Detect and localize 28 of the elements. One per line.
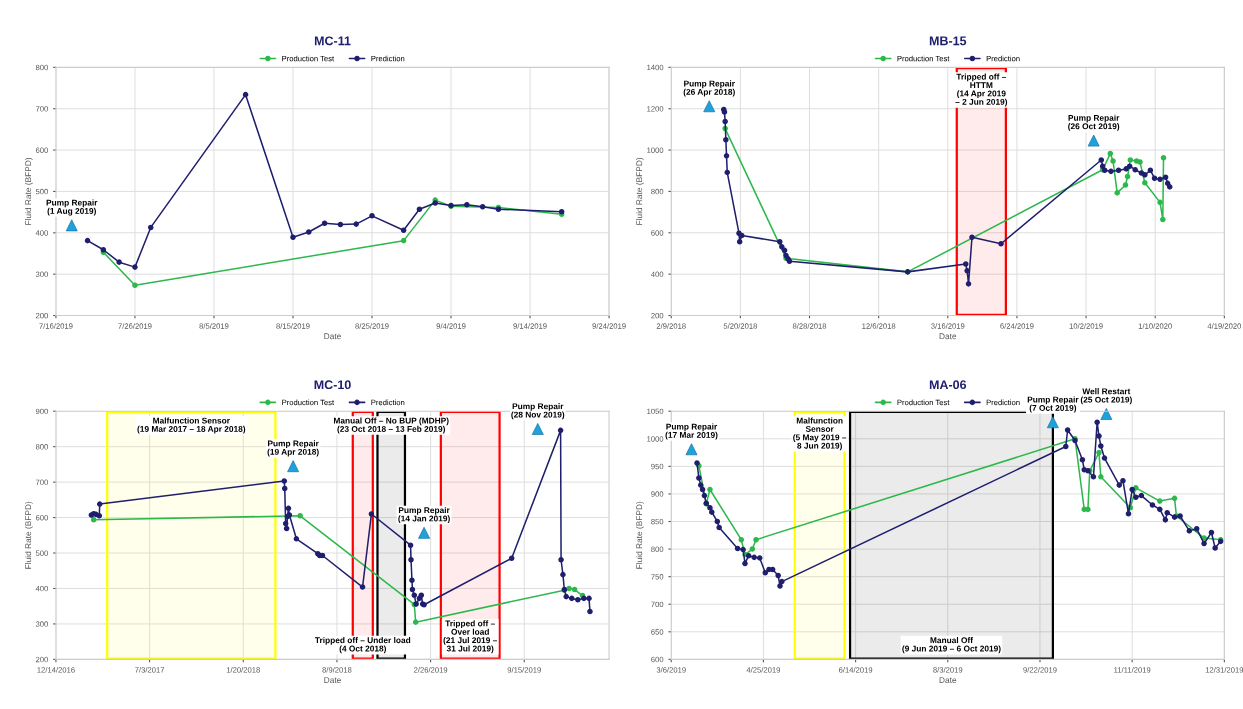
chart-title: MA-06 [929, 380, 967, 390]
chart-title: MC-11 [314, 36, 351, 46]
band-label: Malfunction Sensor (5 May 2019 – 8 Jun 2019) [793, 417, 847, 451]
band-label: Malfunction Sensor (19 Mar 2017 – 18 Apr 2018) [137, 417, 246, 434]
band-label: Tripped off – HTTM (14 Apr 2019 – 2 Jun 2019) [955, 73, 1008, 107]
x-axis-title: Date [939, 333, 957, 340]
y-axis-title: Fluid Rate (BFPD) [25, 501, 33, 569]
annotation: Pump Repair (14 Jan 2019) [398, 506, 450, 524]
annotation: Well Restart (25 Oct 2019) [1080, 388, 1132, 405]
band-label: Manual Off – No BUP (MDHP) (23 Oct 2018 – 13 Feb 2019) [333, 417, 449, 434]
x-axis-title: Date [324, 333, 341, 340]
annotation: Pump Repair (7 Oct 2019) [1027, 396, 1079, 413]
y-axis-title: Fluid Rate (BFPD) [636, 157, 644, 225]
y-axis-title: Fluid Rate (BFPD) [636, 501, 644, 569]
band-label: Manual Off (9 Jun 2019 – 6 Oct 2019) [902, 637, 1001, 654]
x-axis-title: Date [324, 677, 341, 684]
y-axis-title: Fluid Rate (BFPD) [25, 157, 33, 225]
annotation: Pump Repair (17 Mar 2019) [665, 423, 718, 440]
annotation: Pump Repair (1 Aug 2019) [46, 199, 98, 216]
chart-title: MC-10 [314, 380, 351, 390]
annotation: Pump Repair (19 Apr 2018) [267, 440, 319, 457]
annotation: Pump Repair (28 Nov 2019) [511, 403, 565, 420]
band-label: Tripped off – Over load (21 Jul 2019 – 31 Jul 2019) [443, 620, 498, 654]
band-label: Tripped off – Under load (4 Oct 2018) [314, 637, 411, 654]
x-axis-title: Date [939, 677, 957, 684]
annotation: Pump Repair (26 Apr 2018) [683, 80, 735, 97]
annotation: Pump Repair (26 Oct 2019) [1068, 114, 1120, 131]
chart-title: MB-15 [929, 36, 967, 46]
